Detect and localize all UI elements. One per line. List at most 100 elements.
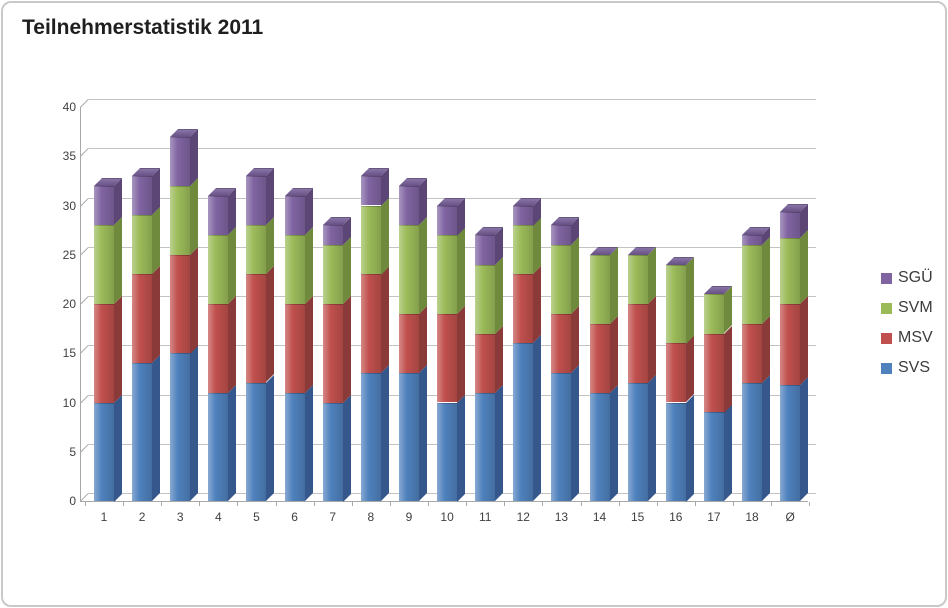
bar-segment-svs [627,382,648,501]
bar-segment-sgü [742,235,763,245]
bar-segment-svs [208,392,229,501]
bar-segment-side-svm [762,236,771,324]
bar-segment-sheen [665,402,686,501]
bar-segment-sheen [742,235,763,245]
bar-segment-sgü [551,225,572,245]
x-axis-line [80,501,808,502]
x-axis-tick-label: 6 [291,510,298,524]
x-axis-tick [313,502,315,506]
bar-segment-side-svm [418,217,427,314]
bar-segment-sheen [246,382,267,501]
bar-segment-sgü [208,195,229,236]
bar-segment-sheen [170,136,191,186]
bar-segment-side-svs [609,384,618,501]
y-axis-tick-label: 20 [62,297,76,311]
bar-segment-svm [780,238,801,304]
bar-segment-sgü [360,175,381,206]
bar-segment-side-msv [685,335,694,403]
x-axis-tick [732,502,734,506]
bar-segment-side-msv [762,315,771,383]
bar-segment-sheen [170,254,191,354]
bar-segment-svs [742,382,763,501]
bar-segment-sheen [742,323,763,383]
bar-segment-svs [437,402,458,501]
bar-segment-sheen [132,363,153,501]
bar-segment-sgü [284,195,305,236]
bar-segment-sheen [780,384,801,501]
x-axis-tick-label: Ø [785,510,795,524]
bar-segment-side-msv [304,296,313,393]
x-axis-tick [542,502,544,506]
bar-segment-sheen [170,353,191,501]
bar-segment-sheen [208,235,229,304]
bar-segment-msv [284,304,305,393]
y-axis-tick-label: 35 [62,149,76,164]
bar-segment-side-sgü [114,177,122,226]
bar-segment-sheen [246,274,267,383]
bar-segment-svs [94,402,114,501]
bar-segment-sheen [703,412,724,501]
bar-segment-side-sgü [228,187,237,236]
bar-segment-sheen [513,274,534,344]
bar-segment-side-msv [342,296,351,403]
x-axis-tick [428,502,430,506]
bar-segment-sheen [437,235,458,314]
bar-segment-sheen [627,304,648,383]
bar-segment-msv [475,333,496,393]
bar-segment-sheen [475,235,496,265]
bar-segment-sheen [284,195,305,236]
bar-segment-sheen [170,185,191,255]
legend-swatch-msv [881,333,892,344]
bar-segment-side-svs [723,404,732,501]
y-gridline-connector [80,295,89,305]
bar-segment-sheen [132,175,153,216]
bar-segment-side-svs [228,384,237,501]
bar-segment-side-sgü [418,177,427,226]
bar-segment-svm [665,264,686,344]
bar-segment-sheen [513,225,534,275]
x-axis-tick-label: 9 [405,510,413,524]
bar-segment-msv [703,333,724,413]
bar-segment-sheen [475,264,496,334]
x-axis-tick-label: 1 [100,510,108,524]
bar-segment-side-msv [266,266,275,383]
y-gridline-connector [80,345,89,354]
bar-segment-sheen [551,372,572,501]
x-axis-tick [618,502,620,506]
bar-segment-svs [780,384,801,501]
bar-segment-side-svm [114,217,122,304]
bar-segment-sheen [665,264,686,344]
bar-segment-svs [284,392,305,501]
bar-segment-svm [246,225,267,275]
bar-segment-side-svm [647,246,656,304]
bar-segment-sheen [703,333,724,413]
bar-segment-sheen [94,402,114,501]
bar-segment-side-svs [457,394,466,501]
x-axis-tick [84,502,86,506]
bar-segment-side-svm [457,227,466,314]
bar-segment-sheen [208,304,229,393]
bar-segment-svm [551,244,572,314]
bar-segment-side-msv [609,315,618,393]
bar-segment-side-svs [266,374,275,501]
bar-segment-svm [322,244,343,304]
bar-segment-svm [170,185,191,255]
bar-segment-sgü [475,235,496,265]
bar-segment-side-msv [495,325,504,393]
bar-segment-sheen [780,304,801,385]
bar-segment-sheen [398,372,419,501]
bar-segment-sheen [703,294,724,334]
x-axis-tick-label: 10 [440,510,454,524]
y-axis-tick-label: 10 [62,395,76,410]
x-axis-tick [351,502,353,506]
bar-segment-msv [780,304,801,385]
y-axis-tick-label: 25 [62,247,76,262]
bar-segment-svm [627,254,648,304]
bar-segment-sheen [322,304,343,403]
bar-segment-sheen [284,304,305,393]
bar-segment-sheen [322,402,343,501]
bar-segment-svm [284,235,305,304]
bar-segment-sheen [742,382,763,501]
bar-segment-sheen [132,215,153,275]
